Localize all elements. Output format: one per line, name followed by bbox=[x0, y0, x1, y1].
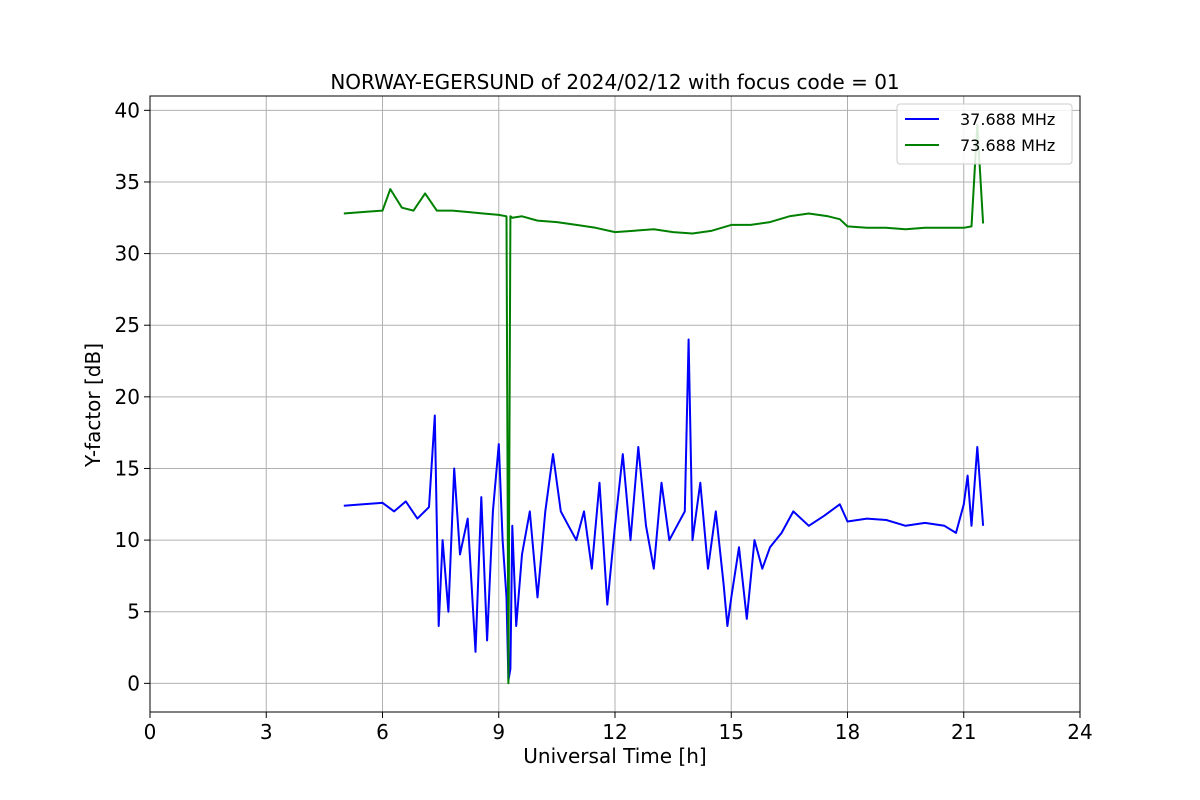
y-tick-label: 20 bbox=[115, 385, 140, 409]
legend-box bbox=[896, 103, 1073, 165]
y-tick-label: 15 bbox=[115, 456, 140, 480]
x-tick-label: 3 bbox=[260, 720, 273, 744]
y-tick-label: 10 bbox=[115, 528, 140, 552]
series-layer bbox=[343, 123, 985, 685]
y-tick-label: 35 bbox=[115, 170, 140, 194]
x-tick-label: 18 bbox=[835, 720, 860, 744]
legend-label-1: 37.688 MHz bbox=[960, 110, 1055, 129]
x-axis-label: Universal Time [h] bbox=[523, 744, 706, 768]
y-axis-label: Y-factor [dB] bbox=[81, 343, 105, 468]
y-tick-label: 30 bbox=[115, 242, 140, 266]
y-tick-label: 25 bbox=[115, 313, 140, 337]
x-tick-label: 9 bbox=[492, 720, 505, 744]
x-tick-label: 15 bbox=[719, 720, 744, 744]
series-line-2 bbox=[343, 123, 985, 685]
x-tick-label: 24 bbox=[1067, 720, 1092, 744]
y-tick-label: 40 bbox=[115, 98, 140, 122]
legend: 37.688 MHz 73.688 MHz bbox=[896, 103, 1073, 165]
y-tick-label: 0 bbox=[127, 671, 140, 695]
legend-label-2: 73.688 MHz bbox=[960, 136, 1055, 155]
x-tick-label: 6 bbox=[376, 720, 389, 744]
x-tick-label: 21 bbox=[951, 720, 976, 744]
x-tick-label: 0 bbox=[144, 720, 157, 744]
x-tick-label: 12 bbox=[602, 720, 627, 744]
chart-title: NORWAY-EGERSUND of 2024/02/12 with focus… bbox=[330, 70, 899, 94]
ticks: 0 3 6 9 12 15 18 21 24 0 5 10 15 20 25 30 35 40 bbox=[115, 98, 1093, 744]
series-line-1 bbox=[343, 338, 985, 682]
y-tick-label: 5 bbox=[127, 600, 140, 624]
